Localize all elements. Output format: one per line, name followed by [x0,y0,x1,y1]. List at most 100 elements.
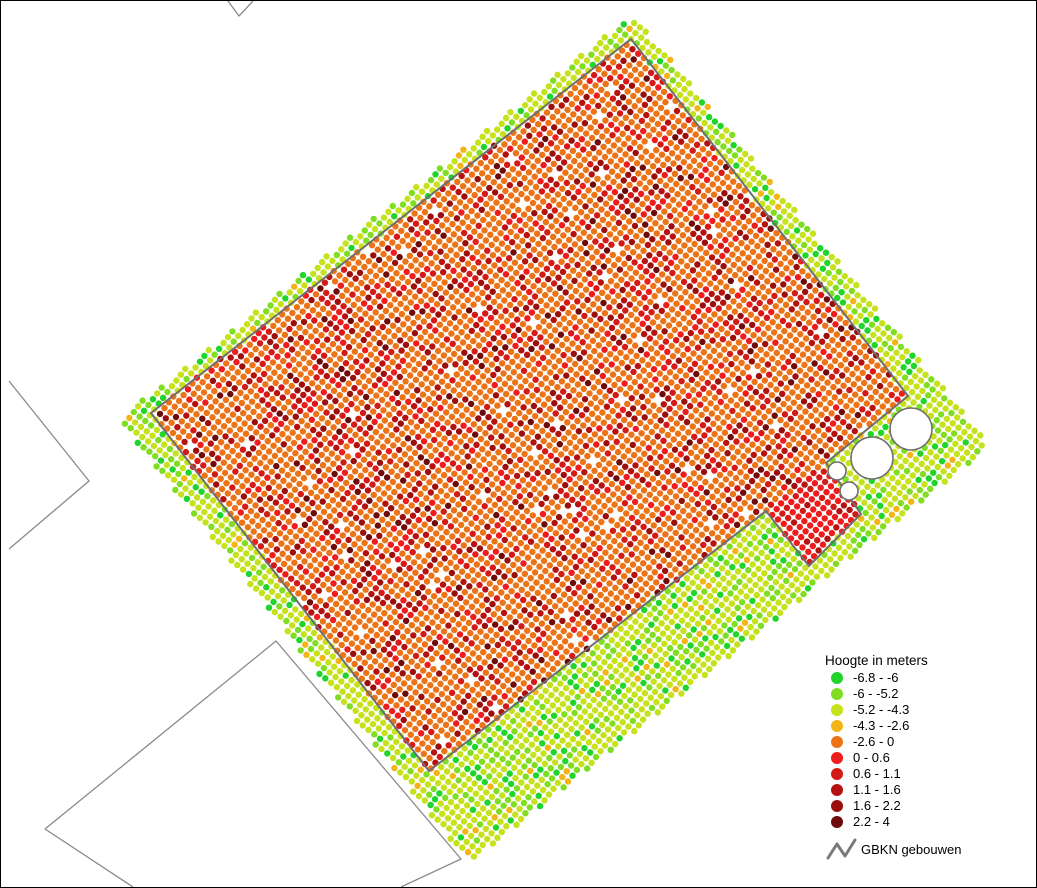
elevation-point [472,394,479,402]
elevation-point [375,725,382,732]
elevation-point [263,427,270,435]
elevation-point [516,612,524,620]
elevation-point [309,463,316,470]
elevation-point [681,361,688,369]
elevation-point [455,345,462,352]
elevation-point [350,457,357,465]
elevation-point [293,460,300,467]
elevation-point [305,625,312,632]
elevation-point [337,402,345,409]
elevation-point [639,476,646,484]
elevation-point [366,341,373,348]
elevation-point [624,520,631,527]
elevation-point [259,397,266,404]
elevation-point [445,622,452,629]
elevation-point [359,566,367,573]
elevation-point [266,568,273,575]
elevation-point [520,211,528,218]
elevation-point [250,372,257,379]
elevation-point [461,193,468,200]
elevation-point [272,343,280,350]
elevation-point [590,384,598,391]
elevation-point [647,106,654,113]
elevation-point [755,289,762,297]
elevation-point [374,246,381,253]
elevation-point [514,519,522,526]
elevation-point [495,449,502,456]
elevation-point [628,119,635,126]
elevation-point [537,490,544,497]
elevation-point [442,362,449,369]
elevation-point [276,566,283,573]
elevation-point [381,334,388,341]
elevation-point [264,474,271,481]
elevation-point [460,542,467,549]
elevation-point [324,336,331,343]
elevation-point [517,300,524,307]
elevation-point [501,380,509,387]
elevation-point [455,657,462,664]
elevation-point [609,132,616,139]
elevation-point [543,421,550,429]
elevation-point [659,234,666,242]
elevation-point [357,389,364,396]
elevation-point [268,505,275,512]
elevation-point [554,264,561,271]
elevation-point [409,705,416,712]
elevation-point [398,467,405,474]
elevation-point [434,540,441,547]
elevation-point [402,690,409,697]
elevation-point [507,228,514,236]
elevation-point [467,593,474,600]
elevation-point [500,682,507,690]
elevation-point [457,245,465,253]
elevation-point [452,673,459,680]
elevation-point [461,625,468,632]
elevation-point [392,306,400,313]
elevation-point [550,197,557,204]
elevation-point [277,457,284,464]
elevation-point [632,186,639,193]
elevation-point [342,635,350,643]
elevation-point [303,302,311,309]
elevation-point [733,318,740,325]
elevation-point [436,441,444,448]
elevation-point [566,319,573,327]
elevation-point [563,143,571,150]
elevation-point [466,234,474,241]
elevation-point [277,420,285,427]
elevation-point [386,687,393,694]
elevation-point [287,455,295,463]
elevation-point [404,627,411,635]
elevation-point [723,283,730,290]
elevation-point [500,526,507,533]
elevation-point [393,582,400,589]
elevation-point [725,377,732,384]
elevation-point [436,358,443,365]
elevation-point [606,387,614,394]
elevation-point [408,226,415,233]
elevation-point [430,473,438,480]
elevation-point [651,449,658,456]
elevation-point [370,215,377,223]
elevation-point [469,567,476,574]
elevation-point [444,658,452,666]
elevation-point [454,178,461,185]
elevation-point [348,676,355,684]
elevation-point [688,413,695,420]
elevation-point [133,429,140,436]
elevation-point [759,320,766,327]
elevation-point [215,418,222,425]
elevation-point [658,224,665,231]
elevation-point [447,439,454,447]
elevation-point [378,433,385,440]
elevation-point [461,708,469,716]
elevation-point [483,440,490,447]
elevation-point [571,517,579,524]
elevation-point [402,497,410,505]
elevation-point [623,354,630,361]
elevation-point [647,418,654,425]
elevation-point [437,248,444,255]
elevation-point [298,417,305,425]
